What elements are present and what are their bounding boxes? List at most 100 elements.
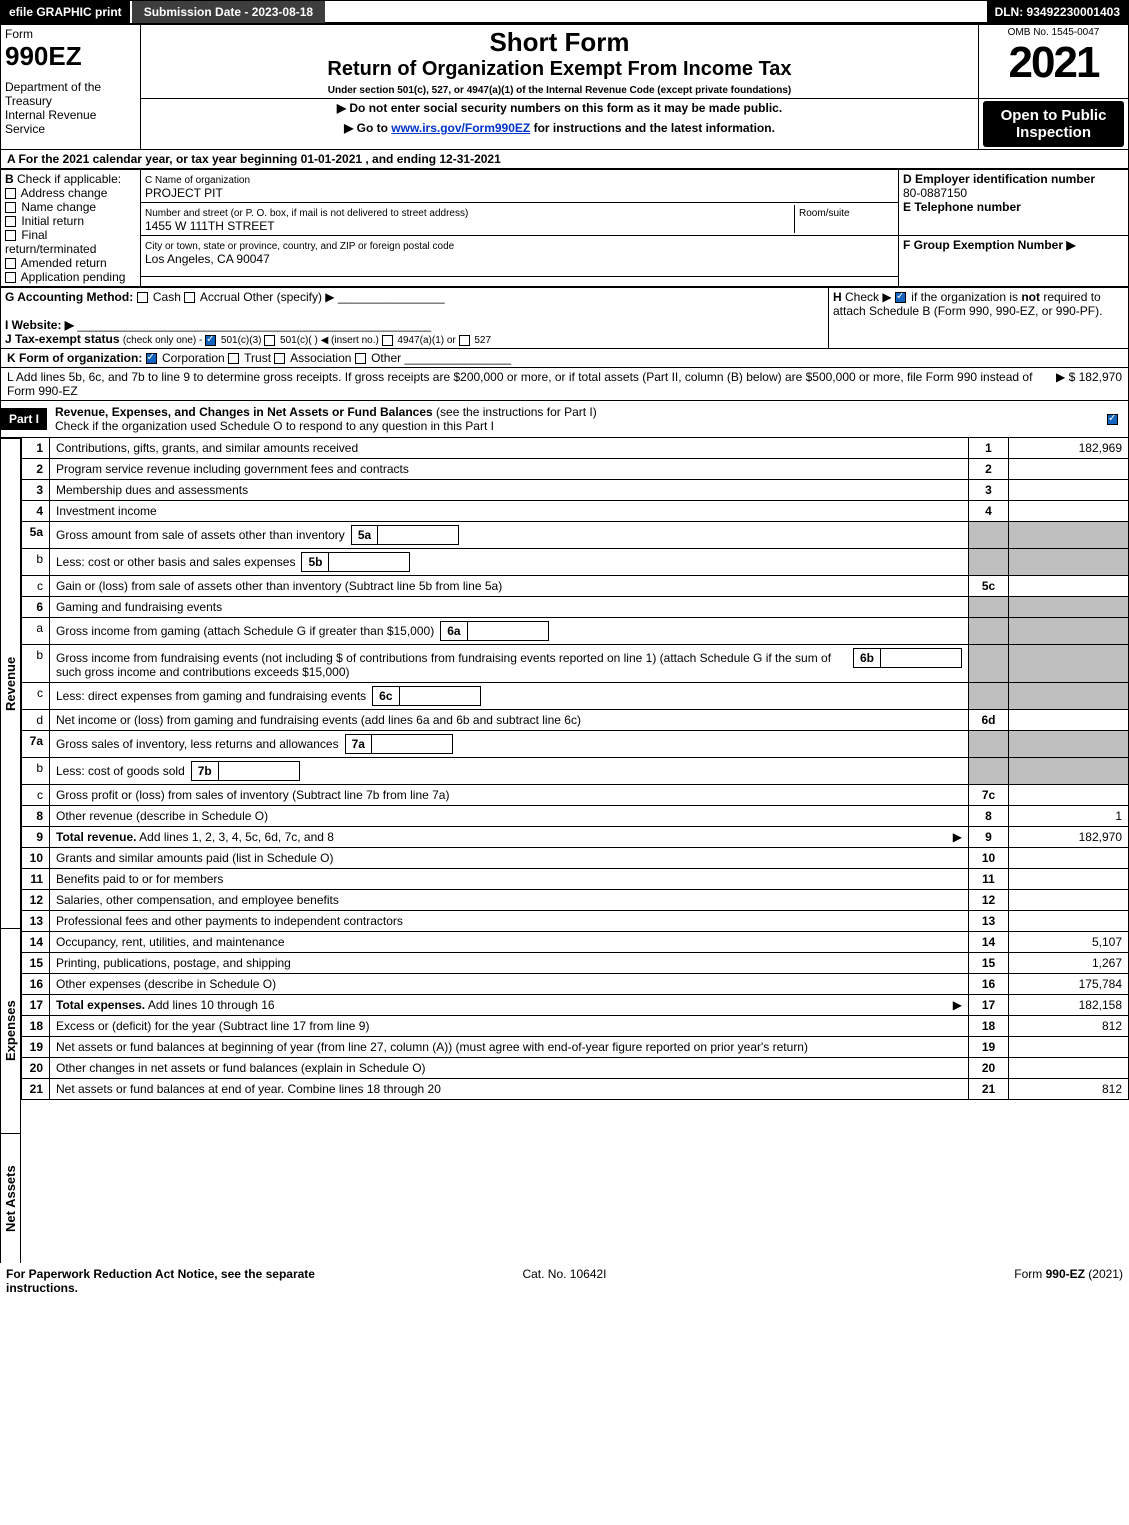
col-num: 16: [968, 974, 1008, 994]
line-3: 3Membership dues and assessments3: [21, 480, 1129, 501]
527-checkbox[interactable]: [459, 335, 470, 346]
col-amt: [1008, 911, 1128, 931]
col-num: 6d: [968, 710, 1008, 730]
part1-rest: (see the instructions for Part I): [436, 405, 597, 419]
b-option: Name change: [5, 200, 136, 214]
col-num: [968, 731, 1008, 757]
4947-checkbox[interactable]: [382, 335, 393, 346]
line-6b: bGross income from fundraising events (n…: [21, 645, 1129, 683]
revenue-label: Revenue: [0, 438, 21, 928]
l-text: L Add lines 5b, 6c, and 7b to line 9 to …: [7, 370, 1056, 398]
cash-checkbox[interactable]: [137, 292, 148, 303]
city-label: City or town, state or province, country…: [145, 241, 454, 252]
form-number: 990EZ: [5, 41, 82, 71]
irs-link[interactable]: www.irs.gov/Form990EZ: [391, 121, 530, 135]
section-d-e: D Employer identification number 80-0887…: [899, 170, 1129, 236]
col-num: 8: [968, 806, 1008, 826]
b-opt-checkbox[interactable]: [5, 188, 16, 199]
col-amt: 1: [1008, 806, 1128, 826]
b-opt-checkbox[interactable]: [5, 272, 16, 283]
col-amt: [1008, 1037, 1128, 1057]
street: 1455 W 111TH STREET: [145, 219, 275, 233]
col-num: [968, 597, 1008, 617]
line-7a: 7aGross sales of inventory, less returns…: [21, 731, 1129, 758]
col-amt: [1008, 480, 1128, 500]
line-12: 12Salaries, other compensation, and empl…: [21, 890, 1129, 911]
line-desc: Investment income: [50, 501, 968, 521]
col-num: 19: [968, 1037, 1008, 1057]
footer-mid: Cat. No. 10642I: [378, 1267, 750, 1295]
line-5b: bLess: cost or other basis and sales exp…: [21, 549, 1129, 576]
schedule-o-checkbox[interactable]: [1107, 414, 1118, 425]
line-no: 9: [22, 827, 50, 847]
col-num: [968, 549, 1008, 575]
col-num: 2: [968, 459, 1008, 479]
line-desc: Gross income from gaming (attach Schedul…: [50, 618, 968, 644]
col-num: 4: [968, 501, 1008, 521]
b-opt-checkbox[interactable]: [5, 216, 16, 227]
col-num: 20: [968, 1058, 1008, 1078]
col-amt: [1008, 785, 1128, 805]
line-19: 19Net assets or fund balances at beginni…: [21, 1037, 1129, 1058]
section-b: B Check if applicable: Address change Na…: [1, 170, 141, 287]
short-form-title: Short Form: [145, 27, 974, 58]
b-opt-checkbox[interactable]: [5, 230, 16, 241]
trust-checkbox[interactable]: [228, 353, 239, 364]
line-no: 12: [22, 890, 50, 910]
line-no: c: [22, 576, 50, 596]
line-8: 8Other revenue (describe in Schedule O)8…: [21, 806, 1129, 827]
footer-right-post: (2021): [1085, 1267, 1123, 1281]
line-no: 4: [22, 501, 50, 521]
line-15: 15Printing, publications, postage, and s…: [21, 953, 1129, 974]
col-num: 1: [968, 438, 1008, 458]
inner-box-6b: 6b: [853, 648, 962, 668]
subtitle: Return of Organization Exempt From Incom…: [145, 58, 974, 81]
corp-checkbox[interactable]: [146, 353, 157, 364]
col-num: 9: [968, 827, 1008, 847]
j-rest: (check only one) - 501(c)(3) 501(c)( ) ◀…: [123, 335, 491, 346]
col-amt: 5,107: [1008, 932, 1128, 952]
line-desc: Other expenses (describe in Schedule O): [50, 974, 968, 994]
org-name: PROJECT PIT: [145, 186, 223, 200]
b-opt-checkbox[interactable]: [5, 202, 16, 213]
501c-checkbox[interactable]: [264, 335, 275, 346]
line-18: 18Excess or (deficit) for the year (Subt…: [21, 1016, 1129, 1037]
h-checkbox[interactable]: [895, 292, 906, 303]
line-desc: Grants and similar amounts paid (list in…: [50, 848, 968, 868]
goto-note: ▶ Go to www.irs.gov/Form990EZ for instru…: [145, 121, 974, 135]
col-num: 17: [968, 995, 1008, 1015]
lines-container: 1Contributions, gifts, grants, and simil…: [21, 438, 1129, 1263]
line-desc: Contributions, gifts, grants, and simila…: [50, 438, 968, 458]
line-desc: Benefits paid to or for members: [50, 869, 968, 889]
assoc-checkbox[interactable]: [274, 353, 285, 364]
dept-label: Department of the Treasury Internal Reve…: [5, 80, 136, 136]
section-c-city: City or town, state or province, country…: [141, 236, 899, 277]
line-no: a: [22, 618, 50, 644]
b-option: Final return/terminated: [5, 228, 136, 256]
b-opt-checkbox[interactable]: [5, 258, 16, 269]
col-num: [968, 522, 1008, 548]
section-f: F Group Exemption Number ▶: [899, 236, 1129, 287]
line-no: 20: [22, 1058, 50, 1078]
h-label: H: [833, 290, 842, 304]
line-1: 1Contributions, gifts, grants, and simil…: [21, 438, 1129, 459]
efile-label[interactable]: efile GRAPHIC print: [1, 1, 130, 23]
line-no: 8: [22, 806, 50, 826]
line-7c: cGross profit or (loss) from sales of in…: [21, 785, 1129, 806]
line-20: 20Other changes in net assets or fund ba…: [21, 1058, 1129, 1079]
line-no: 13: [22, 911, 50, 931]
part1-title-wrap: Revenue, Expenses, and Changes in Net As…: [47, 401, 605, 437]
d-label: D Employer identification number: [903, 172, 1095, 186]
line-6: 6Gaming and fundraising events: [21, 597, 1129, 618]
open-to-public: Open to Public Inspection: [983, 101, 1124, 147]
section-a: A For the 2021 calendar year, or tax yea…: [0, 150, 1129, 169]
f-label: F Group Exemption Number ▶: [903, 238, 1076, 252]
line-desc: Net assets or fund balances at beginning…: [50, 1037, 968, 1057]
accrual-checkbox[interactable]: [184, 292, 195, 303]
other-checkbox[interactable]: [355, 353, 366, 364]
line-no: 3: [22, 480, 50, 500]
b-options: Address change Name change Initial retur…: [5, 186, 136, 284]
501c3-checkbox[interactable]: [205, 335, 216, 346]
section-c-name: C Name of organization PROJECT PIT: [141, 170, 899, 203]
col-num: 3: [968, 480, 1008, 500]
